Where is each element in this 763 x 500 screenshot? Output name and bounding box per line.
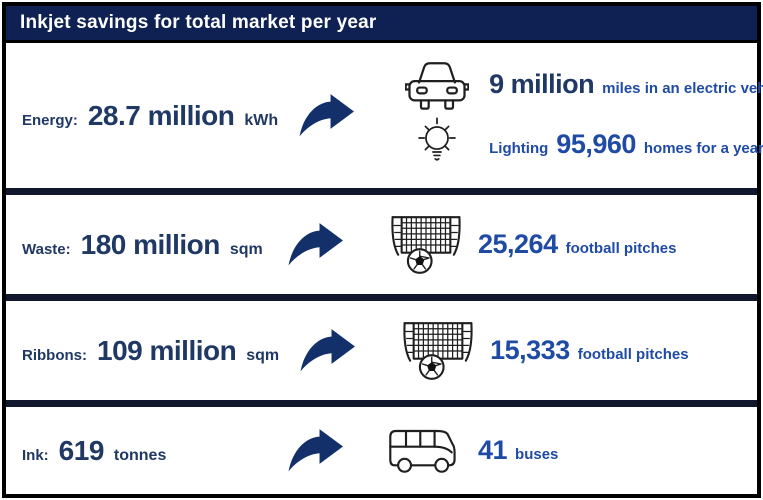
equivalent-text: 25,264 football pitches: [478, 229, 676, 260]
ink-equivalents: 41 buses: [362, 425, 757, 477]
metric-unit: tonnes: [113, 446, 167, 464]
equivalent-text: 15,333 football pitches: [490, 335, 688, 366]
metric-unit: sqm: [229, 240, 263, 258]
equivalent-value: 25,264: [478, 229, 558, 259]
curved-arrow-icon: [300, 328, 355, 371]
curved-arrow-icon: [288, 222, 343, 265]
row-energy: Energy: 28.7 million kWh: [6, 43, 763, 188]
ink-metric: Ink: 619 tonnes: [6, 435, 267, 467]
equivalent-suffix: buses: [515, 446, 559, 463]
metric-value: 180 million: [80, 228, 221, 260]
title-bar: Inkjet savings for total market per year: [6, 6, 757, 43]
equivalent-suffix: football pitches: [577, 346, 689, 363]
metric-value: 109 million: [97, 334, 237, 366]
equivalent-suffix: miles in an electric vehicle: [602, 80, 763, 97]
row-waste: Waste: 180 million sqm: [6, 195, 757, 294]
equivalent-value: 15,333: [490, 335, 570, 365]
row-divider: [6, 188, 757, 195]
football-goal-icon: [386, 213, 466, 277]
equivalent-suffix: homes for a year: [643, 140, 763, 157]
metric-value: 619: [58, 434, 105, 466]
row-divider: [6, 400, 757, 407]
equivalent-ev-miles: 9 million miles in an electric vehicle: [397, 58, 763, 112]
metric-unit: sqm: [246, 346, 280, 364]
car-icon: [397, 58, 477, 112]
equivalent-value: 41: [478, 435, 508, 465]
metric-label: Waste:: [22, 240, 71, 258]
waste-metric: Waste: 180 million sqm: [6, 229, 267, 261]
row-ribbons: Ribbons: 109 million sqm: [6, 301, 757, 400]
ribbons-metric: Ribbons: 109 million sqm: [6, 335, 279, 367]
energy-metric: Energy: 28.7 million kWh: [6, 100, 278, 132]
equivalent-lighting-homes: Lighting 95,960 homes for a year: [397, 116, 763, 174]
equivalent-text: 41 buses: [478, 435, 558, 466]
curved-arrow-icon: [288, 428, 343, 471]
metric-value: 28.7 million: [87, 99, 235, 131]
metric-label: Ribbons:: [22, 346, 87, 364]
metric-label: Ink:: [22, 446, 49, 464]
equivalent-value: 95,960: [556, 129, 636, 159]
energy-equivalents: 9 million miles in an electric vehicle: [373, 58, 763, 174]
bus-icon: [386, 425, 466, 477]
arrow-cell: [267, 221, 362, 269]
metric-label: Energy:: [22, 111, 78, 129]
curved-arrow-icon: [299, 93, 354, 136]
arrow-cell: [279, 327, 374, 375]
equivalent-football-pitches: 25,264 football pitches: [386, 213, 757, 277]
row-ink: Ink: 619 tonnes: [6, 407, 757, 494]
equivalent-buses: 41 buses: [386, 425, 757, 477]
football-goal-icon: [398, 319, 478, 383]
arrow-cell: [278, 92, 373, 140]
arrow-cell: [267, 427, 362, 475]
page-title: Inkjet savings for total market per year: [20, 12, 377, 33]
metric-unit: kWh: [244, 111, 279, 129]
waste-equivalents: 25,264 football pitches: [362, 213, 757, 277]
ribbons-equivalents: 15,333 football pitches: [374, 319, 757, 383]
equivalent-suffix: football pitches: [565, 240, 677, 257]
equivalent-prefix: Lighting: [489, 140, 549, 157]
equivalent-football-pitches: 15,333 football pitches: [398, 319, 757, 383]
equivalent-text: 9 million miles in an electric vehicle: [489, 69, 763, 100]
row-divider: [6, 294, 757, 301]
lightbulb-icon: [397, 116, 477, 174]
equivalent-text: Lighting 95,960 homes for a year: [489, 129, 763, 160]
equivalent-value: 9 million: [489, 69, 595, 99]
